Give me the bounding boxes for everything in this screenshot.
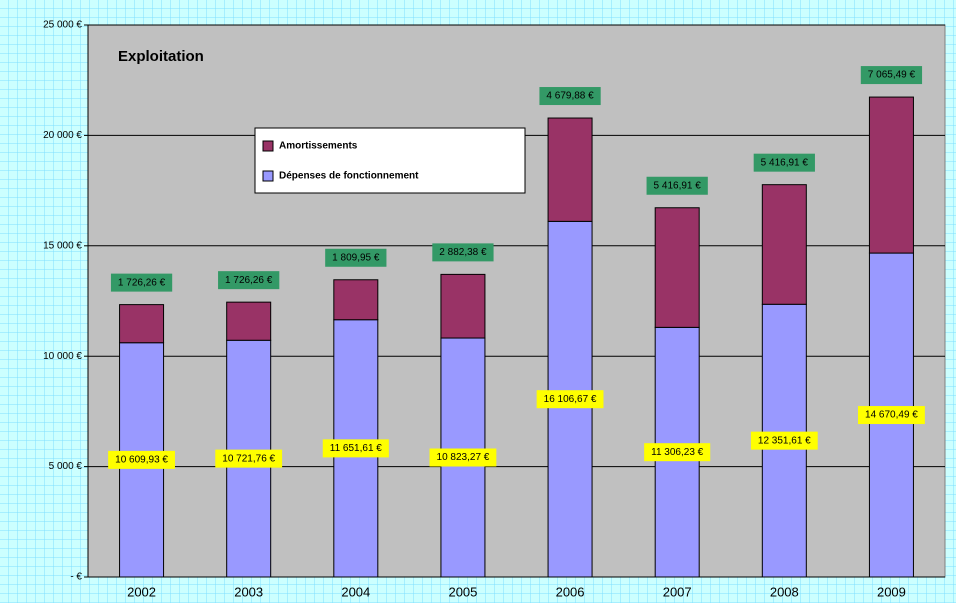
value-label: 1 726,26 € bbox=[225, 275, 273, 286]
legend-swatch bbox=[262, 170, 274, 182]
value-label: 10 823,27 € bbox=[437, 452, 490, 463]
bar-segment bbox=[333, 279, 379, 321]
value-label: 2 882,38 € bbox=[439, 247, 487, 258]
value-label-box bbox=[753, 153, 815, 172]
y-tick-label: 20 000 € bbox=[43, 130, 82, 141]
x-tick-label: 2004 bbox=[341, 584, 370, 599]
bar-segment bbox=[761, 184, 807, 305]
value-label: 1 726,26 € bbox=[118, 277, 166, 288]
bar-segment bbox=[226, 301, 272, 341]
value-label-box bbox=[860, 66, 923, 85]
value-label: 5 416,91 € bbox=[761, 157, 809, 168]
value-label-box bbox=[215, 449, 283, 468]
value-label-box bbox=[325, 248, 387, 267]
value-label-box bbox=[644, 443, 711, 462]
y-tick-label: 25 000 € bbox=[43, 20, 82, 31]
value-label-box bbox=[646, 176, 708, 195]
x-tick-label: 2007 bbox=[663, 584, 692, 599]
x-tick-label: 2003 bbox=[234, 584, 263, 599]
value-label: 7 065,49 € bbox=[868, 70, 916, 81]
plot-area bbox=[87, 24, 946, 578]
x-tick-label: 2008 bbox=[770, 584, 799, 599]
value-label-box bbox=[432, 243, 494, 262]
value-label-box bbox=[322, 439, 389, 458]
value-label: 11 306,23 € bbox=[651, 447, 704, 458]
y-tick-label: 15 000 € bbox=[43, 240, 82, 251]
x-tick-label: 2006 bbox=[556, 584, 585, 599]
x-tick-label: 2002 bbox=[127, 584, 156, 599]
x-tick-label: 2005 bbox=[448, 584, 477, 599]
value-label: 5 416,91 € bbox=[654, 180, 702, 191]
value-label: 4 679,88 € bbox=[546, 91, 594, 102]
legend-label: Amortissements bbox=[279, 141, 358, 152]
value-label-box bbox=[539, 87, 601, 106]
bar-segment bbox=[119, 304, 165, 344]
bar-segment bbox=[440, 273, 486, 339]
value-label: 16 106,67 € bbox=[544, 394, 597, 405]
bar-segment bbox=[654, 207, 700, 328]
value-label: 12 351,61 € bbox=[758, 435, 811, 446]
value-label: 11 651,61 € bbox=[330, 443, 383, 454]
value-label-box bbox=[750, 431, 818, 450]
value-label-box bbox=[108, 450, 175, 469]
value-label: 10 721,76 € bbox=[222, 453, 275, 464]
value-label: 10 609,93 € bbox=[115, 455, 168, 466]
y-tick-label: 10 000 € bbox=[43, 351, 82, 362]
chart-title: Exploitation bbox=[118, 48, 204, 65]
legend-label: Dépenses de fonctionnement bbox=[279, 171, 419, 182]
legend-swatch bbox=[262, 140, 274, 152]
y-tick-label: - € bbox=[70, 572, 82, 583]
value-label-box bbox=[536, 390, 604, 409]
value-label: 1 809,95 € bbox=[332, 252, 380, 263]
value-label-box bbox=[218, 271, 280, 290]
value-label-box bbox=[429, 448, 497, 467]
legend-box bbox=[254, 127, 526, 194]
value-label-box bbox=[858, 406, 925, 425]
value-label: 14 670,49 € bbox=[865, 410, 918, 421]
value-label-box bbox=[110, 273, 173, 292]
bar-segment bbox=[868, 96, 914, 254]
x-tick-label: 2009 bbox=[877, 584, 906, 599]
y-tick-label: 5 000 € bbox=[49, 461, 83, 472]
bar-segment bbox=[547, 117, 593, 222]
